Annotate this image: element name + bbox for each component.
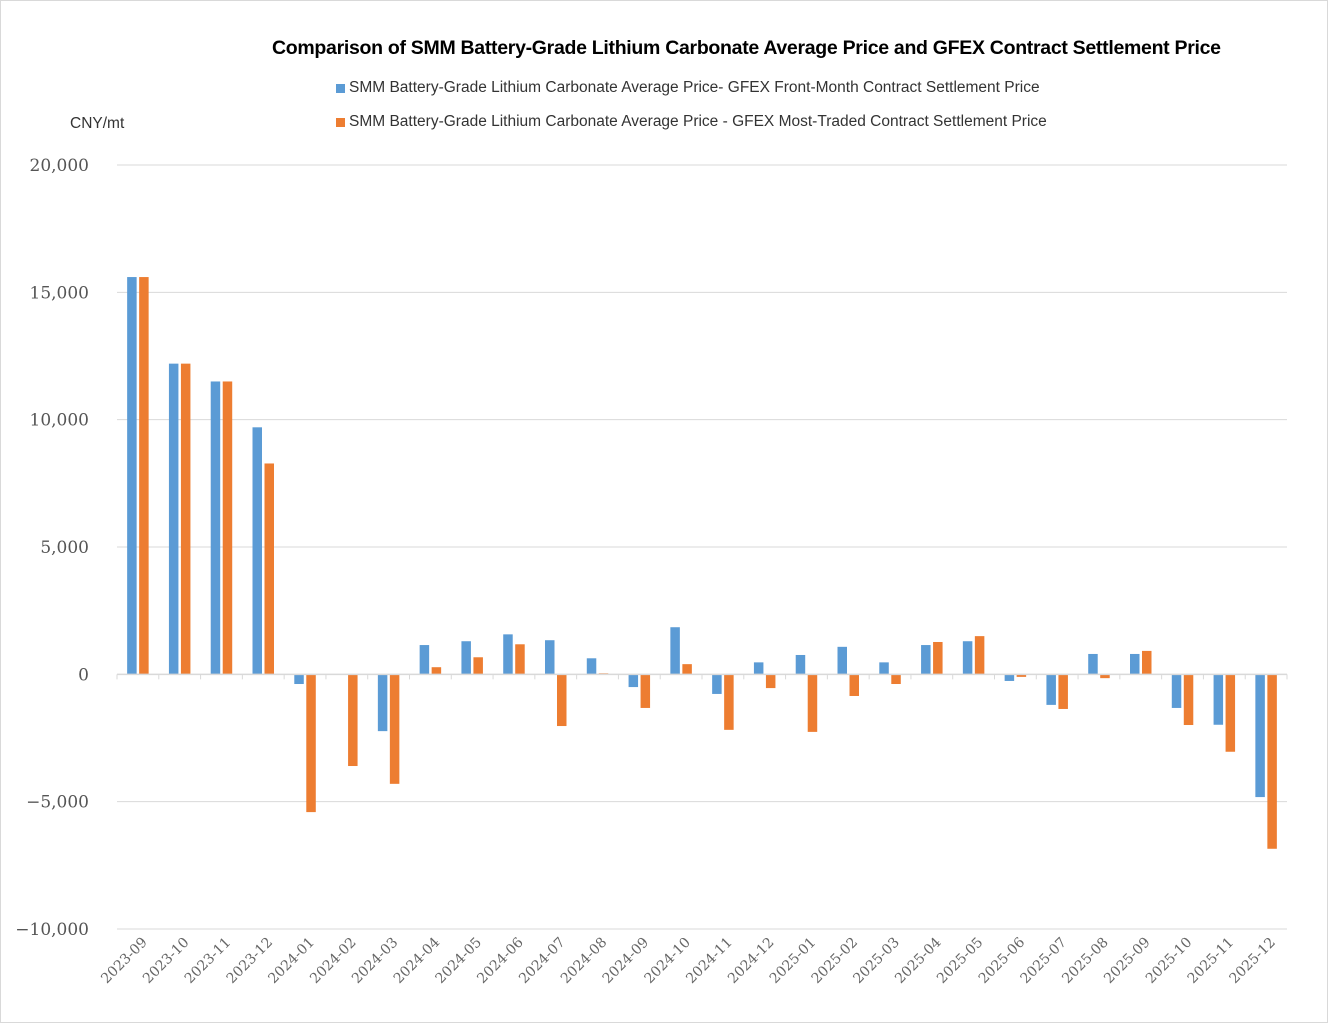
bar-front-month [1046, 674, 1056, 705]
bar-most-traded [933, 641, 943, 675]
bar-front-month [545, 640, 555, 675]
bar-front-month [168, 363, 179, 675]
bar-front-month [294, 674, 304, 685]
bar-most-traded [765, 674, 776, 689]
y-tick-label: −5,000 [26, 793, 89, 813]
y-tick-label: 15,000 [30, 283, 89, 303]
bar-most-traded [1100, 674, 1110, 679]
bar-front-month [1213, 674, 1224, 725]
bar-front-month [712, 674, 722, 694]
bar-most-traded [1142, 650, 1152, 675]
bar-most-traded [891, 674, 901, 685]
bar-front-month [628, 674, 639, 688]
bar-most-traded [389, 674, 400, 784]
bar-most-traded [807, 674, 818, 732]
bar-most-traded [306, 674, 316, 813]
bar-most-traded [849, 674, 859, 696]
bar-most-traded [180, 363, 191, 675]
legend-item-front-month: SMM Battery-Grade Lithium Carbonate Aver… [336, 79, 1040, 97]
legend-item-most-traded: SMM Battery-Grade Lithium Carbonate Aver… [336, 113, 1047, 131]
bar-front-month [962, 641, 973, 675]
bar-front-month [1088, 653, 1098, 675]
bar-most-traded [1267, 674, 1277, 849]
bar-front-month [461, 641, 471, 675]
y-tick-label: 5,000 [40, 538, 89, 558]
bar-most-traded [1183, 674, 1194, 726]
bar-front-month [1255, 674, 1265, 798]
bar-front-month [1130, 653, 1140, 675]
bar-front-month [252, 427, 262, 675]
bar-front-month [127, 277, 137, 675]
bar-front-month [377, 674, 388, 732]
bar-most-traded [348, 674, 358, 767]
bar-front-month [586, 658, 597, 675]
y-tick-label: −10,000 [15, 920, 89, 940]
bar-front-month [210, 381, 221, 675]
bar-front-month [753, 662, 764, 675]
x-tick-label: 2025-12 [1226, 935, 1278, 987]
y-tick-label: 20,000 [30, 156, 89, 176]
bar-front-month [670, 627, 680, 675]
bar-most-traded [139, 277, 149, 675]
bar-most-traded [222, 381, 233, 675]
bar-front-month [503, 634, 513, 675]
bar-most-traded [431, 667, 442, 675]
bar-front-month [837, 646, 847, 675]
bar-front-month [419, 645, 430, 675]
bar-most-traded [1225, 674, 1236, 752]
legend-swatch-orange [336, 117, 345, 127]
y-axis-unit-label: CNY/mt [70, 115, 125, 132]
bar-front-month [795, 654, 806, 675]
bar-most-traded [974, 636, 985, 675]
bar-most-traded [640, 674, 651, 708]
bar-most-traded [473, 657, 483, 675]
bar-front-month [1004, 674, 1015, 681]
bar-front-month [879, 662, 889, 675]
y-tick-label: 0 [78, 665, 89, 685]
bar-most-traded [515, 644, 525, 675]
y-tick-label: 10,000 [30, 411, 89, 431]
bar-most-traded [264, 463, 274, 675]
bar-most-traded [682, 664, 692, 675]
legend-label: SMM Battery-Grade Lithium Carbonate Aver… [349, 113, 1047, 130]
bar-most-traded [557, 674, 567, 727]
chart-title: Comparison of SMM Battery-Grade Lithium … [272, 37, 1221, 59]
legend-label: SMM Battery-Grade Lithium Carbonate Aver… [349, 79, 1040, 96]
bar-most-traded [724, 674, 734, 730]
bar-most-traded [1016, 674, 1027, 677]
bar-most-traded [1058, 674, 1068, 709]
bar-front-month [921, 645, 931, 675]
legend-swatch-blue [336, 83, 345, 93]
bar-front-month [1171, 674, 1182, 708]
